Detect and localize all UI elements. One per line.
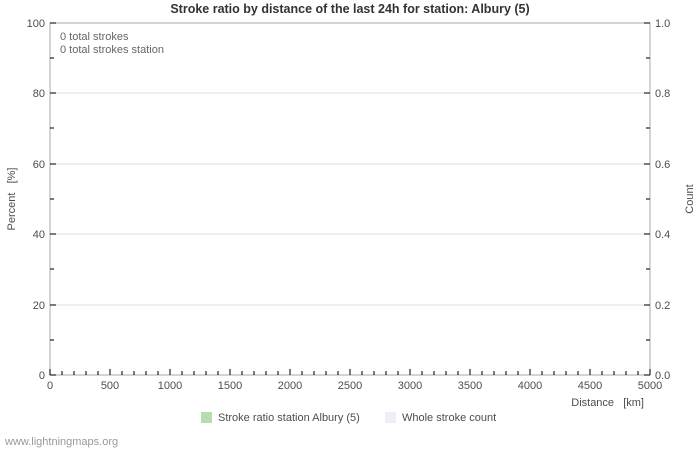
svg-text:1000: 1000 <box>158 380 182 392</box>
svg-text:0.2: 0.2 <box>655 300 670 312</box>
svg-text:5000: 5000 <box>638 380 662 392</box>
svg-text:3000: 3000 <box>398 380 422 392</box>
svg-text:20: 20 <box>33 300 45 312</box>
svg-text:4500: 4500 <box>578 380 602 392</box>
svg-text:0: 0 <box>47 380 53 392</box>
svg-text:0.6: 0.6 <box>655 159 670 171</box>
svg-text:0.4: 0.4 <box>655 229 670 241</box>
svg-text:www.lightningmaps.org: www.lightningmaps.org <box>4 436 118 448</box>
svg-text:0: 0 <box>39 370 45 382</box>
svg-text:0 total strokes: 0 total strokes <box>60 31 129 43</box>
svg-text:3500: 3500 <box>458 380 482 392</box>
svg-text:2500: 2500 <box>338 380 362 392</box>
svg-text:500: 500 <box>101 380 119 392</box>
svg-text:1500: 1500 <box>218 380 242 392</box>
svg-text:Whole stroke count: Whole stroke count <box>402 412 496 424</box>
svg-text:100: 100 <box>27 18 45 30</box>
svg-text:60: 60 <box>33 159 45 171</box>
svg-text:4000: 4000 <box>518 380 542 392</box>
svg-text:Stroke ratio station Albury (5: Stroke ratio station Albury (5) <box>218 412 360 424</box>
svg-text:1.0: 1.0 <box>655 18 670 30</box>
svg-text:Count: Count <box>684 184 696 213</box>
svg-text:80: 80 <box>33 88 45 100</box>
svg-text:2000: 2000 <box>278 380 302 392</box>
svg-text:0.8: 0.8 <box>655 88 670 100</box>
svg-text:Distance [km]: Distance [km] <box>571 397 644 409</box>
svg-text:0 total strokes station: 0 total strokes station <box>60 44 164 56</box>
svg-text:Stroke ratio by distance of th: Stroke ratio by distance of the last 24h… <box>170 2 529 16</box>
svg-text:40: 40 <box>33 229 45 241</box>
svg-text:Percent [%]: Percent [%] <box>6 168 18 231</box>
